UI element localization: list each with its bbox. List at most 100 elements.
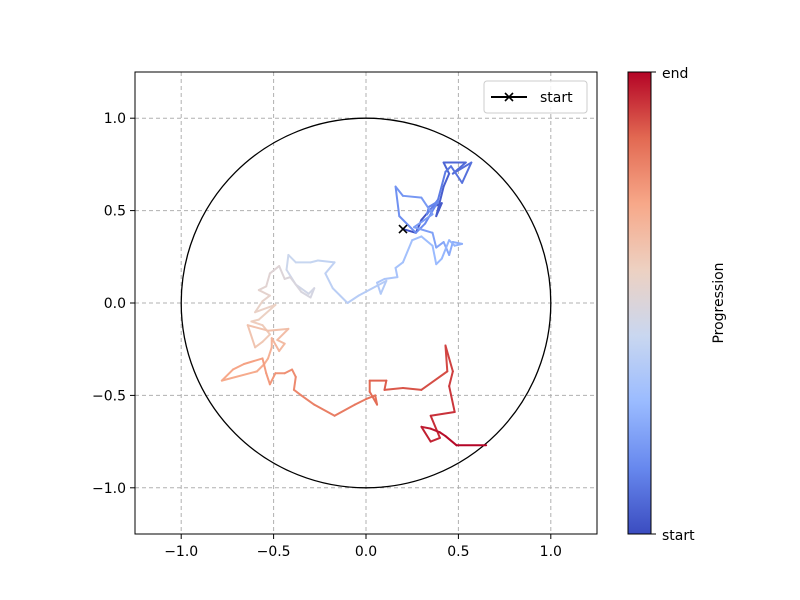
path-segment: [278, 342, 286, 353]
path-segment: [429, 427, 441, 434]
path-segment: [231, 362, 246, 371]
colorbar-label: Progression: [711, 262, 727, 343]
path-segment: [276, 327, 290, 341]
path-segment: [401, 239, 414, 264]
path-segment: [263, 357, 270, 365]
path-segment: [420, 425, 432, 430]
path-segment: [461, 161, 473, 184]
path-segment: [401, 194, 423, 199]
path-segment: [435, 241, 445, 249]
legend: start: [483, 80, 588, 114]
colorbar-fill: [628, 72, 651, 534]
path-segment: [444, 344, 454, 373]
path-segment: [324, 261, 336, 275]
path-segment: [448, 239, 456, 247]
y-axis-ticks: −1.0 −0.5 0.0 0.5 1.0: [92, 111, 135, 497]
path-segment: [453, 242, 464, 247]
path-segment: [353, 398, 367, 406]
path-segment: [324, 272, 334, 290]
path-segment: [448, 385, 456, 414]
path-segment: [300, 290, 312, 299]
path-segment: [257, 303, 277, 321]
path-segment: [220, 370, 258, 382]
path-segment: [383, 276, 399, 280]
path-segment: [438, 431, 447, 438]
path-segment: [368, 390, 379, 406]
path-segment: [440, 239, 451, 260]
path-segment: [365, 394, 377, 401]
colorbar-frame: [627, 71, 652, 535]
x-axis-ticks: −1.0 −0.5 0.0 0.5 1.0: [164, 534, 562, 560]
unit-circle: [180, 117, 552, 489]
path-segment: [285, 253, 290, 271]
path-segment: [383, 387, 404, 391]
y-tick-label: −0.5: [92, 388, 126, 404]
path-segment: [254, 300, 264, 314]
path-segment: [278, 265, 286, 280]
path-segment: [429, 411, 456, 417]
path-segment: [429, 436, 441, 443]
x-tick-label: −0.5: [257, 544, 291, 560]
path-segment: [300, 394, 316, 406]
path-segment: [261, 357, 268, 375]
colorbar-tick-label-start: start: [662, 528, 695, 544]
x-tick-label: 1.0: [540, 544, 562, 560]
path-segment: [313, 403, 336, 417]
colorbar: end start Progression: [627, 66, 727, 544]
path-segment: [283, 368, 294, 375]
path-segment: [401, 387, 423, 391]
path-segment: [357, 279, 388, 297]
start-x-icon: [398, 224, 408, 234]
path-segment: [276, 338, 286, 345]
path-segment: [437, 170, 447, 201]
x-tick-label: 0.5: [447, 544, 469, 560]
path-segment: [383, 379, 388, 391]
path-segment: [257, 285, 268, 292]
path-segment: [435, 185, 445, 218]
path-segment: [291, 368, 297, 378]
path-segment: [309, 287, 316, 299]
path-segment: [429, 414, 441, 439]
plot-area: −1.0 −0.5 0.0 0.5 1.0 −1.0 −0.5 0.0 0.5 1.0: [92, 71, 598, 560]
path-segment: [431, 244, 438, 266]
path-segment: [346, 294, 360, 304]
y-tick-label: 1.0: [104, 111, 126, 127]
path-segment: [257, 289, 271, 297]
path-segment: [331, 287, 349, 304]
path-segment: [292, 388, 303, 397]
path-segment: [292, 375, 297, 391]
path-segment: [411, 235, 423, 242]
path-segment: [333, 403, 356, 417]
path-segment: [265, 372, 271, 386]
path-segment: [246, 324, 270, 332]
legend-box: [483, 80, 588, 114]
path-segment: [442, 172, 451, 188]
path-segment: [255, 362, 266, 373]
path-segment: [413, 213, 434, 229]
path-segment: [394, 266, 399, 279]
path-segment: [254, 303, 277, 314]
path-segment: [420, 370, 449, 391]
path-segment: [448, 370, 454, 388]
colorbar-tick-label-end: end: [662, 66, 688, 82]
y-tick-label: 0.5: [104, 204, 126, 220]
path-segment: [261, 333, 271, 343]
y-tick-label: 0.0: [104, 296, 126, 312]
path-segment: [435, 257, 443, 266]
path-segment: [431, 231, 438, 249]
path-segment: [398, 215, 417, 234]
x-tick-label: −1.0: [164, 544, 198, 560]
path-segment: [268, 372, 277, 386]
path-segment: [401, 228, 417, 234]
path-segment: [379, 279, 388, 295]
path-segment: [220, 368, 234, 382]
path-segment: [270, 337, 281, 353]
path-segment: [265, 272, 271, 288]
path-segment: [287, 253, 297, 264]
path-segment: [451, 161, 473, 175]
path-segment: [413, 226, 434, 234]
path-segment: [450, 165, 464, 184]
path-segment: [394, 261, 404, 269]
path-segment: [250, 320, 264, 327]
